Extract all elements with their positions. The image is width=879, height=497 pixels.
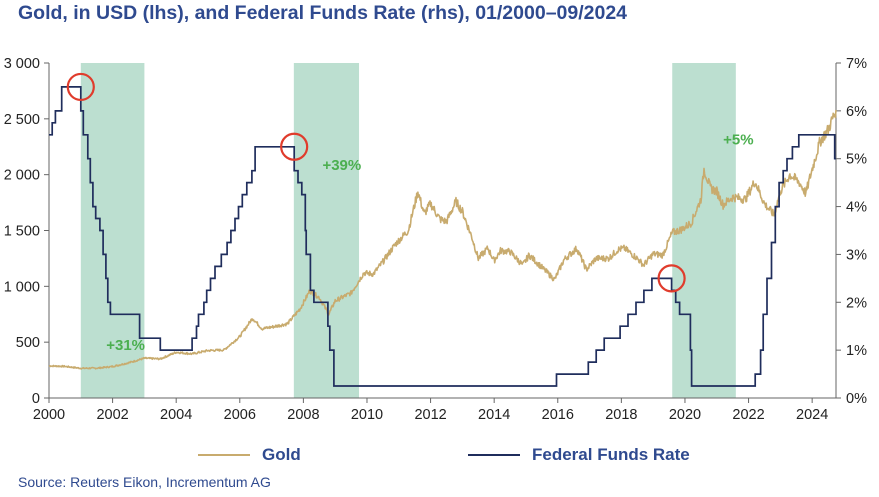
shaded-period-1: [80, 63, 145, 398]
x-tick-label: 2000: [33, 407, 65, 423]
gold-line: [48, 109, 837, 370]
y-left-tick-label: 500: [16, 335, 40, 351]
legend-item-fed[interactable]: Federal Funds Rate: [468, 440, 690, 470]
y-left-tick-label: 0: [32, 391, 40, 407]
gold-legend-swatch: [198, 454, 250, 456]
highlight-circles: [66, 72, 686, 293]
y-left-tick-label: 1 500: [4, 224, 40, 240]
x-tick-label: 2018: [605, 407, 637, 423]
y-left-tick-label: 2 500: [4, 112, 40, 128]
y-right-tick-label: 6%: [846, 104, 867, 120]
y-right-tick-label: 1%: [846, 343, 867, 359]
y-left-tick-label: 1 000: [4, 279, 40, 295]
highlight-circle-1: [66, 72, 95, 102]
chart-plot: 0 500 1 000 1 500 2 000 2 500 3 000 0% 1% 2% 3% 4% 5…: [4, 56, 867, 423]
x-tick-label: 2006: [224, 407, 256, 423]
x-tick-label: 2016: [542, 407, 574, 423]
legend-item-gold[interactable]: Gold: [198, 440, 301, 470]
fed-legend-label: Federal Funds Rate: [532, 445, 690, 464]
annotation-label-1: +31%: [106, 337, 145, 354]
x-tick-label: 2022: [732, 407, 764, 423]
y-right-tick-label: 0%: [846, 391, 867, 407]
x-tick-label: 2008: [287, 407, 319, 423]
x-tick-label: 2014: [478, 407, 510, 423]
legend: Gold Federal Funds Rate: [0, 440, 879, 470]
chart-title: Gold, in USD (lhs), and Federal Funds Ra…: [18, 2, 628, 24]
y-right-tick-label: 2%: [846, 295, 867, 311]
y-left-tick-label: 2 000: [4, 168, 40, 184]
fed-legend-swatch: [468, 454, 520, 456]
y-left-tick-label: 3 000: [4, 56, 40, 72]
x-tick-label: 2020: [669, 407, 701, 423]
axes: 0 500 1 000 1 500 2 000 2 500 3 000 0% 1% 2% 3% 4% 5…: [4, 56, 867, 423]
y-right-tick-label: 3%: [846, 247, 867, 263]
gold-series: [48, 109, 837, 370]
annotation-label-3: +5%: [723, 132, 753, 149]
y-right-tick-label: 7%: [846, 56, 867, 72]
y-right-tick-label: 5%: [846, 152, 867, 168]
highlight-circle-2: [280, 132, 309, 161]
shaded-period-2: [293, 63, 360, 398]
annotation-label-2: +39%: [322, 157, 361, 174]
x-tick-label: 2002: [96, 407, 128, 423]
source-note: Source: Reuters Eikon, Incrementum AG: [18, 474, 271, 490]
gold-legend-label: Gold: [262, 445, 301, 464]
highlight-circle-3: [657, 264, 686, 293]
x-tick-label: 2004: [160, 407, 192, 423]
x-tick-label: 2024: [796, 407, 828, 423]
annotations: +31% +39% +5%: [106, 132, 753, 354]
fed-funds-line: [49, 86, 836, 387]
y-right-tick-label: 4%: [846, 200, 867, 216]
fed-funds-series: [49, 86, 836, 387]
x-tick-label: 2012: [414, 407, 446, 423]
x-tick-label: 2010: [351, 407, 383, 423]
